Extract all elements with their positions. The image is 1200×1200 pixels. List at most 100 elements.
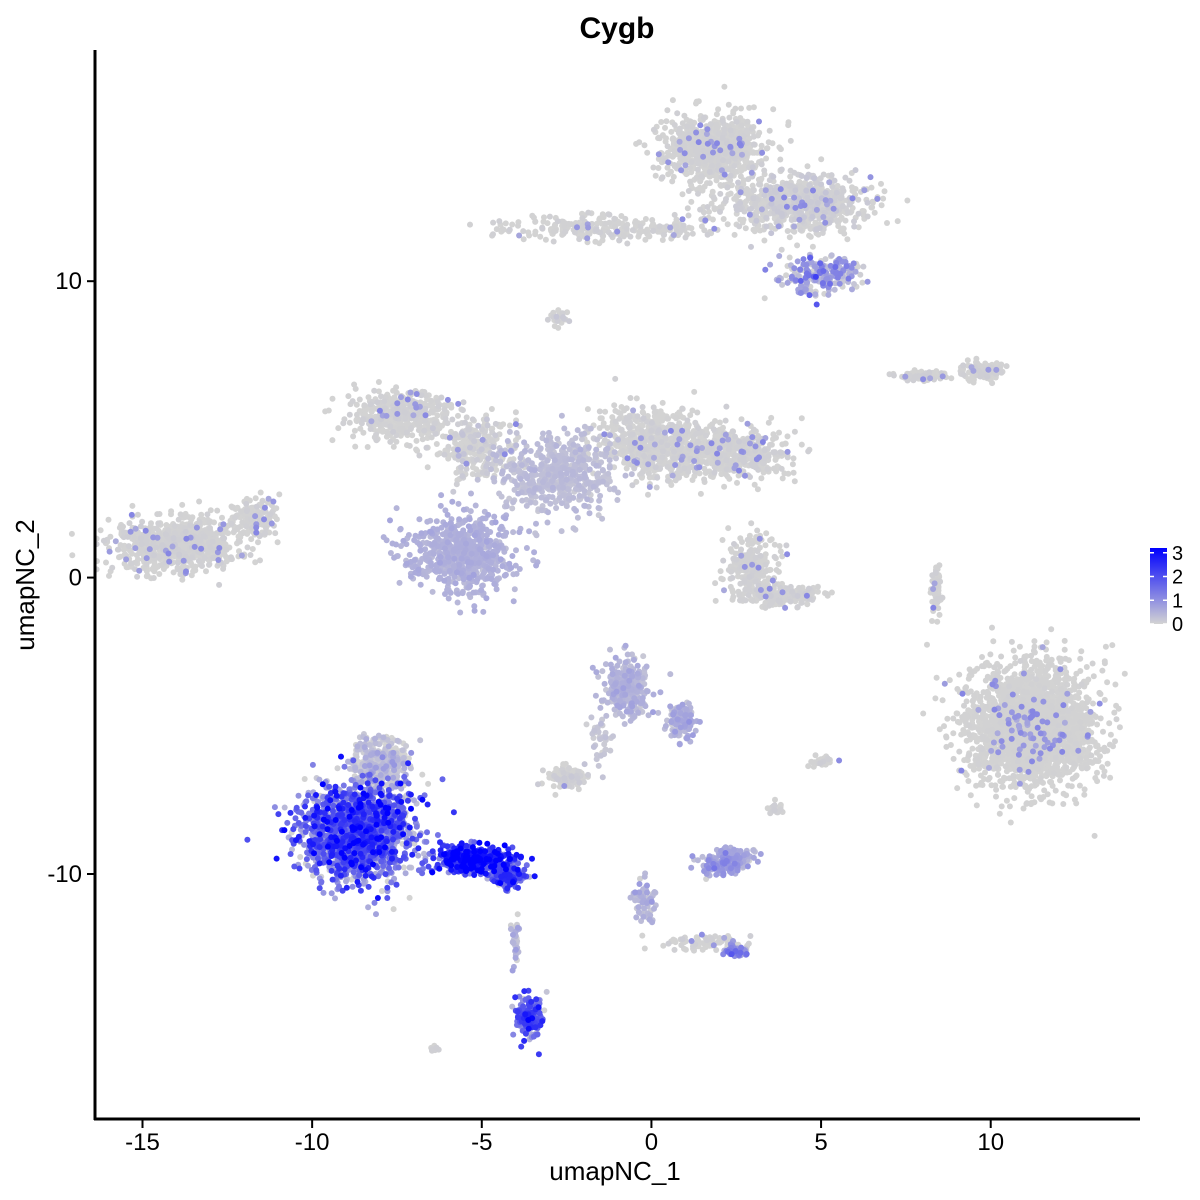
data-point [502,220,509,227]
data-point [701,183,708,190]
data-point [971,732,978,739]
data-point [1016,643,1023,650]
data-point [687,412,694,419]
data-point [782,440,789,447]
data-point [719,537,726,543]
data-point [894,218,901,225]
data-point [751,481,758,488]
data-point [936,611,943,618]
data-point [364,444,371,450]
data-point [739,219,746,226]
data-point [103,559,109,566]
data-point [785,122,792,129]
data-point [724,221,731,228]
data-point [584,406,591,413]
data-point [869,204,876,211]
data-point [1112,681,1119,688]
data-point [274,539,281,546]
data-point [746,104,753,111]
data-point [904,197,911,204]
data-point [329,395,336,402]
data-point [644,149,651,156]
data-point [740,181,747,188]
data-point [715,106,722,113]
data-point [488,406,495,412]
data-point [602,408,609,415]
data-point [400,864,407,871]
data-point [1106,720,1113,727]
data-point [763,155,770,162]
data-point [712,597,719,604]
data-point [798,441,805,448]
data-point [390,443,397,450]
data-point [721,83,728,90]
data-point [639,409,646,416]
data-point [878,202,885,209]
data-point [761,295,768,302]
data-point [1012,654,1019,661]
data-point [708,200,715,207]
data-point [1036,659,1043,666]
data-point [532,231,539,238]
data-point [552,791,559,798]
data-point [786,254,793,261]
data-point [658,119,665,125]
data-point [433,441,440,447]
data-point [777,548,784,555]
data-point [335,425,342,432]
data-point [639,932,646,939]
data-point [691,388,698,395]
data-point [933,674,940,681]
data-point [424,464,431,471]
data-point [849,187,856,194]
data-point [1083,664,1090,670]
data-point [301,776,308,782]
data-point [966,377,973,384]
data-point [960,727,967,733]
data-point [672,939,679,946]
data-point [787,173,794,180]
data-point [604,425,611,431]
data-point [763,530,770,537]
data-point [967,792,974,799]
data-point [880,195,887,202]
data-point [1094,778,1101,785]
data-point [455,412,461,419]
data-point [659,399,666,406]
data-point [1063,792,1070,799]
chart-title: Cygb [580,12,655,45]
data-point [413,437,420,444]
data-point [932,695,939,702]
data-point [669,97,676,104]
data-point [689,477,696,483]
data-point [696,184,703,191]
data-point [999,783,1006,790]
data-point [406,894,413,901]
data-point [1104,679,1111,686]
data-point [758,475,765,482]
data-point [1102,643,1109,650]
data-point [950,730,957,737]
data-point [198,511,205,518]
data-point [1003,797,1010,804]
data-point [977,781,984,788]
data-point [859,279,866,286]
data-point [783,272,790,279]
data-point [249,546,256,552]
data-point [1090,700,1096,707]
data-point [352,443,359,450]
data-point [1121,670,1128,677]
data-point [1093,749,1100,756]
data-point [660,942,667,949]
data-point [657,408,664,415]
data-point [642,216,649,222]
data-point [542,236,549,243]
data-point [804,601,811,608]
data-point [642,236,649,243]
data-point [804,163,811,170]
data-point [670,173,677,180]
data-point [688,225,695,232]
data-point [68,530,75,537]
data-point [297,854,304,860]
data-point [599,237,606,244]
